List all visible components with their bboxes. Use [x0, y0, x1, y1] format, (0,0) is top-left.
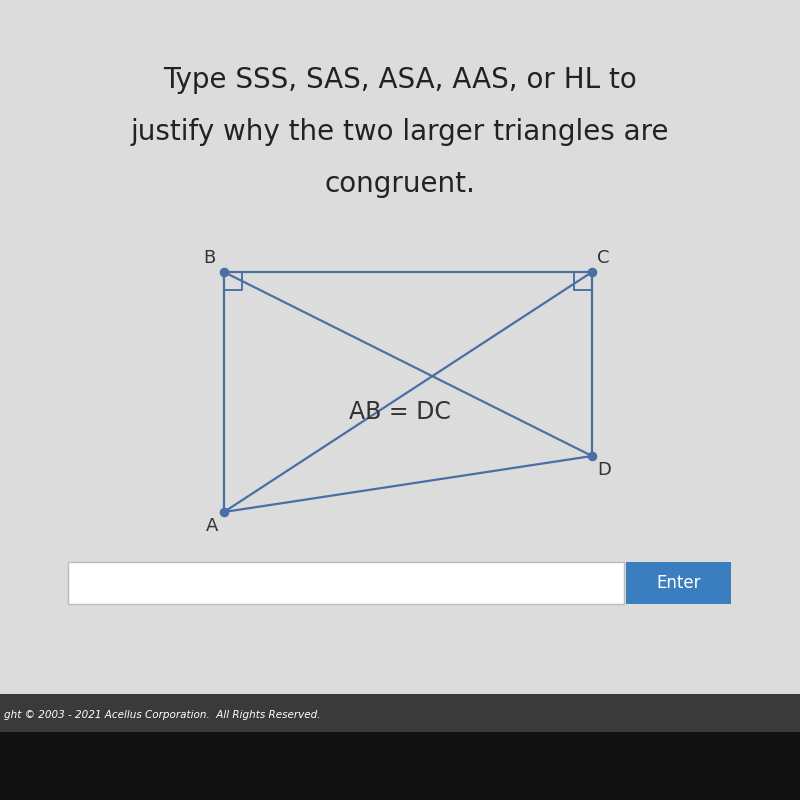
- Text: B: B: [203, 249, 215, 266]
- Bar: [626, 562, 731, 604]
- Bar: [68, 562, 624, 604]
- Text: C: C: [598, 249, 610, 266]
- Point: [218, 506, 230, 518]
- Bar: [0, 694, 800, 732]
- Text: Type SSS, SAS, ASA, AAS, or HL to: Type SSS, SAS, ASA, AAS, or HL to: [163, 66, 637, 94]
- Text: A: A: [206, 518, 218, 535]
- Point: [586, 450, 598, 462]
- Text: D: D: [598, 462, 611, 479]
- Text: ght © 2003 - 2021 Acellus Corporation.  All Rights Reserved.: ght © 2003 - 2021 Acellus Corporation. A…: [4, 710, 321, 720]
- Bar: [0, 732, 800, 800]
- Text: AB = DC: AB = DC: [349, 400, 451, 424]
- Text: Enter: Enter: [656, 574, 701, 592]
- Point: [218, 266, 230, 278]
- Text: congruent.: congruent.: [325, 170, 475, 198]
- Point: [586, 266, 598, 278]
- Text: justify why the two larger triangles are: justify why the two larger triangles are: [130, 118, 670, 146]
